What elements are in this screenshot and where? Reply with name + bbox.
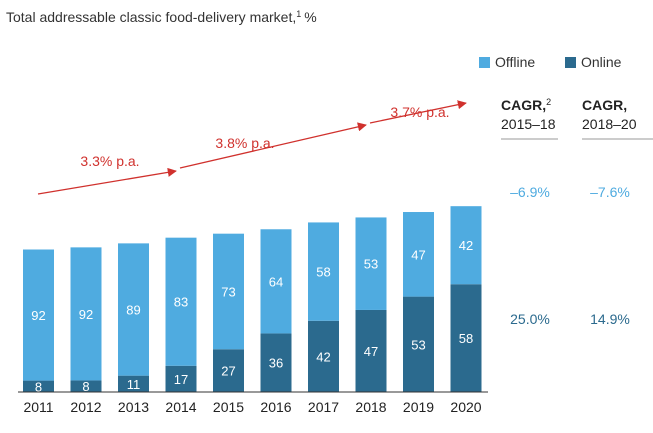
growth-arrows: 3.3% p.a. 3.8% p.a. 3.7% p.a. [37, 100, 467, 195]
legend-swatch-offline [479, 57, 490, 68]
cagr-period: 2018–20 [582, 116, 637, 132]
label-online-2016: 36 [269, 356, 283, 371]
bar-online-2011 [23, 380, 54, 392]
label-online-2018: 47 [364, 344, 378, 359]
cagr-online-2015-18: 25.0% [510, 311, 550, 327]
label-online-2015: 27 [221, 364, 235, 379]
bar-online-2015 [213, 349, 244, 392]
x-tick-2020: 2020 [450, 399, 481, 415]
cagr-period: 2015–18 [501, 116, 556, 132]
bar-online-2017 [308, 320, 339, 392]
label-offline-2011: 92 [31, 308, 45, 323]
cagr-header-label: CAGR,2 [501, 97, 551, 113]
bar-offline-2011 [23, 249, 54, 381]
bar-online-2019 [403, 296, 434, 392]
x-tick-2013: 2013 [118, 399, 149, 415]
label-offline-2015: 73 [221, 284, 235, 299]
bar-offline-2014 [165, 237, 197, 366]
label-online-2014: 17 [174, 372, 188, 387]
cagr-offline-2018-20: –7.6% [590, 184, 630, 200]
cagr-header-label: CAGR, [582, 97, 627, 113]
bar-offline-2016 [260, 229, 292, 334]
label-online-2012: 8 [82, 379, 89, 394]
x-tick-2018: 2018 [355, 399, 386, 415]
label-offline-2017: 58 [316, 265, 330, 280]
legend-swatch-online [565, 57, 576, 68]
x-tick-2012: 2012 [70, 399, 101, 415]
growth-arrow-2014-2018 [179, 122, 367, 169]
growth-arrow-2018-2020 [369, 100, 467, 124]
growth-label-2014-2018: 3.8% p.a. [215, 135, 274, 151]
label-online-2017: 42 [316, 349, 330, 364]
x-tick-2017: 2017 [308, 399, 339, 415]
bar-offline-2019 [403, 212, 434, 297]
label-offline-2012: 92 [79, 307, 93, 322]
legend: Offline Online [479, 54, 622, 70]
legend-label-offline: Offline [495, 54, 535, 70]
label-online-2019: 53 [411, 337, 425, 352]
x-tick-2011: 2011 [23, 399, 53, 415]
x-tick-2014: 2014 [165, 399, 196, 415]
bar-offline-2020 [450, 206, 482, 285]
bar-offline-2017 [308, 222, 339, 321]
bar-online-2013 [118, 375, 149, 392]
bar-online-2012 [70, 380, 102, 392]
bar-online-2016 [260, 333, 292, 392]
growth-label-2011-2014: 3.3% p.a. [80, 153, 139, 169]
label-offline-2020: 42 [459, 238, 473, 253]
cagr-header-2: CAGR, 2018–20 [582, 97, 653, 140]
label-offline-2016: 64 [269, 274, 283, 289]
x-tick-2016: 2016 [260, 399, 291, 415]
bar-offline-2013 [118, 243, 149, 376]
label-online-2020: 58 [459, 331, 473, 346]
bar-online-2014 [165, 365, 197, 392]
label-offline-2013: 89 [126, 303, 140, 318]
cagr-offline-2015-18: –6.9% [510, 184, 550, 200]
x-tick-2015: 2015 [213, 399, 244, 415]
growth-label-2018-2020: 3.7% p.a. [390, 104, 449, 120]
label-online-2011: 8 [35, 379, 42, 394]
legend-label-online: Online [581, 54, 622, 70]
chart-title: Total addressable classic food-delivery … [6, 9, 317, 25]
label-offline-2019: 47 [411, 247, 425, 262]
label-offline-2014: 83 [174, 295, 188, 310]
growth-arrow-2011-2014 [37, 167, 177, 195]
x-tick-2019: 2019 [403, 399, 434, 415]
label-offline-2018: 53 [364, 257, 378, 272]
cagr-header-1: CAGR,2 2015–18 [501, 97, 558, 140]
bar-online-2020 [450, 284, 482, 392]
x-tick-labels: 2011 2012 2013 2014 2015 2016 2017 2018 2019 2020 [23, 399, 481, 415]
bar-offline-2012 [70, 247, 102, 381]
label-online-2013: 11 [127, 377, 141, 392]
bar-offline-2018 [355, 217, 387, 310]
bar-offline-2015 [213, 233, 244, 350]
cagr-online-2018-20: 14.9% [590, 311, 630, 327]
bar-online-2018 [355, 309, 387, 392]
bars: 8 92 8 92 11 89 17 83 27 73 36 64 42 58 47 53 53 47 58 42 [23, 206, 482, 394]
